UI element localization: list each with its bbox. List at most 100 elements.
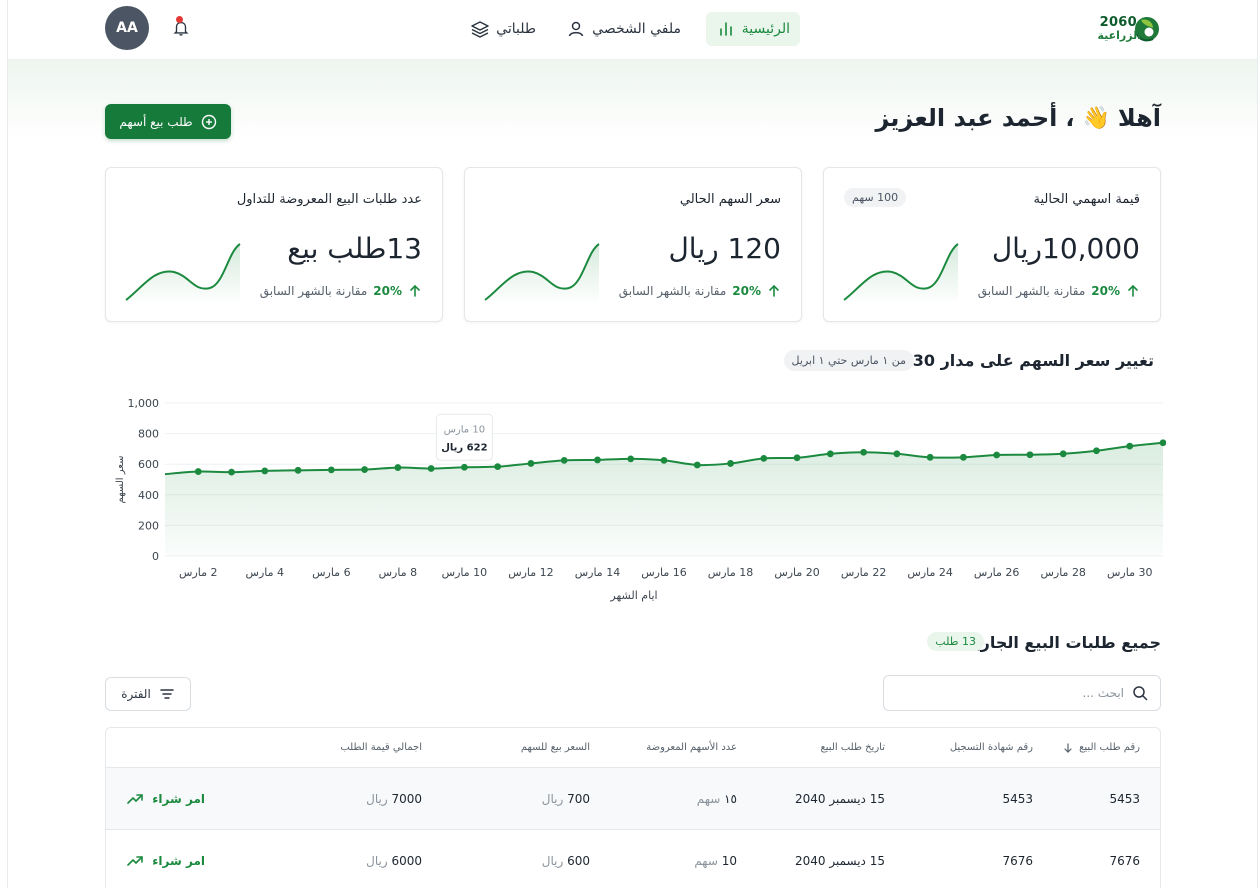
avatar[interactable]: AA [105, 6, 149, 50]
stat-comparison: 20% مقارنة بالشهر السابق [260, 284, 422, 298]
app-frame: 2060 الزراعية الرئيسية ملفي الشخصي طلبات… [7, 0, 1258, 888]
x-tick-label: 20 مارس [774, 566, 819, 579]
price-point [826, 450, 834, 458]
stat-value: 13طلب بيع [287, 232, 422, 265]
x-tick-label: 24 مارس [907, 566, 952, 579]
price-point [194, 468, 202, 475]
user-icon [568, 21, 584, 37]
order-date: 15 ديسمبر 2040 [794, 853, 885, 868]
column-header: السعر بيع للسهم [520, 742, 590, 753]
certificate-number: 7676 [1002, 853, 1033, 868]
x-tick-label: 12 مارس [508, 566, 553, 579]
price-point [693, 461, 701, 469]
period-filter-button[interactable]: الفترة [105, 677, 191, 711]
price-point [1159, 439, 1166, 447]
orders-count-badge: 13 طلب [927, 632, 984, 651]
sparkline [125, 243, 241, 304]
y-tick-label: 200 [138, 519, 159, 532]
price-chart-title: تغيير سعر السهم على مدار 30 يوم [879, 351, 1154, 370]
sparkline [843, 243, 959, 304]
x-tick-label: 28 مارس [1040, 566, 1085, 579]
column-header[interactable]: رقم طلب البيع [1033, 742, 1160, 753]
nav-home-label: الرئيسية [741, 21, 790, 37]
stat-value: 120 ريال [668, 232, 781, 265]
buy-order-label: امر شراء [152, 791, 205, 806]
price-point [793, 454, 801, 462]
price-point [860, 448, 867, 456]
y-tick-label: 800 [138, 428, 159, 441]
tooltip-date: 10 مارس [444, 424, 485, 435]
x-tick-label: 26 مارس [974, 566, 1019, 579]
action-cell: امر شراء [106, 790, 295, 808]
greeting-name: أحمد عبد العزيز [875, 104, 1058, 132]
y-tick-label: 1,000 [128, 397, 160, 410]
shares-offered: 10 سهم [694, 853, 737, 868]
wave-icon: 👋 [1082, 105, 1110, 131]
logo-mark-icon [1135, 17, 1159, 42]
search-box[interactable] [883, 675, 1161, 711]
nav-home[interactable]: الرئيسية [705, 12, 800, 46]
table-header: رقم طلب البيع رقم شهادة التسجيل تاريخ طل… [106, 728, 1160, 768]
trending-up-icon [127, 793, 144, 804]
stat-title: قيمة اسهمي الحالية [1033, 192, 1140, 207]
nav-orders[interactable]: طلباتي [460, 12, 546, 46]
stat-card-my-shares-value: قيمة اسهمي الحالية 100 سهم 10,000ريال 20… [823, 167, 1161, 322]
price-point [394, 464, 402, 471]
stat-card-sell-orders: عدد طلبات البيع المعروضة للتداول 13طلب ب… [105, 167, 443, 322]
top-bar [8, 0, 1257, 60]
brand-number: 2060 [1099, 15, 1137, 30]
brand-logo[interactable]: 2060 الزراعية [1085, 12, 1161, 46]
sparkline [484, 243, 600, 304]
price-point [361, 466, 368, 473]
search-icon [1133, 686, 1148, 701]
orders-table: رقم طلب البيع رقم شهادة التسجيل تاريخ طل… [105, 727, 1161, 888]
search-input[interactable] [896, 686, 1124, 700]
price-point [494, 463, 502, 471]
sell-shares-label: طلب بيع أسهم [119, 114, 193, 129]
x-tick-label: 14 مارس [575, 566, 620, 579]
buy-order-button[interactable]: امر شراء [126, 790, 205, 808]
stat-change: 20% [373, 284, 402, 298]
stat-change-label: مقارنة بالشهر السابق [977, 284, 1086, 298]
stat-change-label: مقارنة بالشهر السابق [259, 284, 368, 298]
date-range-pill: من ١ مارس حتي ١ ابريل [783, 350, 914, 371]
chart-tooltip [435, 413, 493, 461]
order-date: 15 ديسمبر 2040 [794, 791, 885, 806]
nav-orders-label: طلباتي [496, 21, 536, 37]
stat-card-current-price: سعر السهم الحالي 120 ريال 20% مقارنة بال… [464, 167, 802, 322]
stat-title: سعر السهم الحالي [679, 192, 781, 207]
y-tick-label: 400 [138, 489, 159, 502]
x-axis-label: ايام الشهر [609, 589, 657, 602]
trending-up-icon [127, 855, 144, 866]
column-header: تاريخ طلب البيع [820, 742, 885, 753]
price-point [926, 453, 934, 461]
filter-icon [160, 689, 174, 699]
buy-order-button[interactable]: امر شراء [126, 852, 205, 870]
orders-title: جميع طلبات البيع الجارية [964, 633, 1161, 652]
share-price: 700 ريال [541, 791, 590, 806]
stat-comparison: 20% مقارنة بالشهر السابق [978, 284, 1140, 298]
y-axis-label: سعر السهم [115, 456, 126, 504]
x-tick-label: 30 مارس [1107, 566, 1152, 579]
buy-order-label: امر شراء [152, 853, 205, 868]
shares-offered: ١٥ سهم [696, 791, 737, 806]
notification-dot [176, 16, 183, 23]
price-point [261, 467, 269, 475]
x-tick-label: 8 مارس [379, 566, 417, 579]
nav-profile[interactable]: ملفي الشخصي [556, 12, 691, 46]
price-point [893, 450, 901, 458]
notifications-button[interactable] [163, 10, 199, 46]
price-point [1059, 450, 1067, 458]
y-tick-label: 600 [138, 458, 159, 471]
sell-shares-button[interactable]: طلب بيع أسهم [105, 104, 231, 139]
x-tick-label: 16 مارس [641, 566, 686, 579]
layers-icon [471, 21, 489, 38]
price-point [1093, 447, 1100, 455]
price-chart: 0 200 400 600 800 1,000 سعر السهم 2 مارس 4 مارس 6… [115, 397, 1166, 602]
certificate-number: 5453 [1002, 791, 1033, 806]
price-point [427, 465, 435, 472]
greeting-hello: آهلا [1117, 104, 1161, 132]
brand-text: الزراعية [1097, 29, 1141, 42]
price-point [1026, 451, 1034, 459]
order-number: 7676 [1109, 853, 1140, 868]
